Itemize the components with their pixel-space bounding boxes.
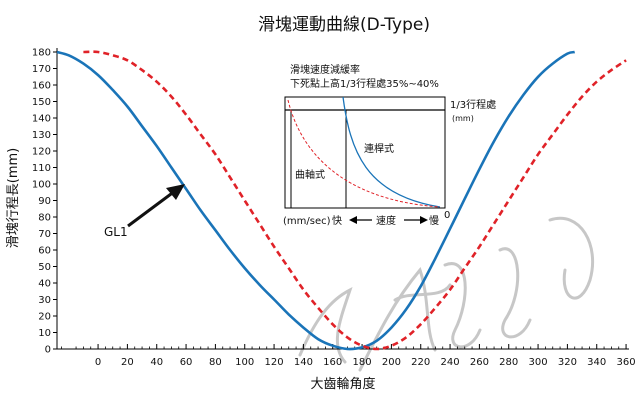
y-axis-ticks: 0 10 20 30 40 50 60 70 80 90 100 110 120 130 140 150 160… (32, 48, 57, 356)
chart-title: 滑塊運動曲線(D-Type) (258, 15, 430, 35)
y-tick-label: 90 (38, 196, 51, 207)
x-axis-ticks: 0 20 40 60 80 100 120 140 160 180 200 220 240 260 280 3… (95, 344, 636, 368)
series-layer (56, 50, 627, 351)
y-tick-label: 0 (45, 345, 51, 356)
x-tick-label: 300 (529, 357, 548, 368)
y-tick-label: 100 (32, 180, 51, 191)
y-tick-label: 60 (38, 246, 51, 257)
y-tick-label: 30 (38, 295, 51, 306)
inset-slow-label: 慢 (429, 215, 439, 227)
x-tick-label: 140 (294, 357, 313, 368)
y-tick-label: 130 (32, 130, 51, 141)
inset-link-label: 連桿式 (364, 142, 394, 155)
inset-title-2: 下死點上高1/3行程處35%~40% (290, 77, 439, 90)
x-tick-label: 240 (441, 357, 460, 368)
x-tick-label: 180 (353, 357, 372, 368)
inset-diagram: 滑塊速度減緩率 下死點上高1/3行程處35%~40% 1/3行程處 (mm) 連… (283, 63, 496, 227)
y-tick-label: 80 (38, 213, 51, 224)
inset-right-arrowhead (420, 216, 428, 224)
y-tick-label: 140 (32, 114, 51, 125)
x-tick-label: 320 (558, 357, 577, 368)
y-tick-label: 180 (32, 48, 51, 59)
y-tick-label: 160 (32, 81, 51, 92)
inset-link-curve (342, 96, 441, 208)
x-tick-label: 280 (499, 357, 518, 368)
y-tick-label: 120 (32, 147, 51, 158)
x-tick-label: 100 (235, 357, 254, 368)
inset-fast-label: 快 (332, 215, 342, 227)
inset-title-1: 滑塊速度減緩率 (290, 63, 360, 76)
handwriting-watermark (298, 216, 595, 372)
y-axis-label: 滑塊行程長(mm) (5, 148, 21, 248)
x-tick-label: 200 (382, 357, 401, 368)
inset-crank-curve (287, 99, 441, 208)
x-tick-label: 360 (617, 357, 636, 368)
x-tick-label: 260 (470, 357, 489, 368)
y-tick-label: 170 (32, 64, 51, 75)
x-tick-label: 80 (209, 357, 222, 368)
y-tick-label: 20 (38, 312, 51, 323)
inset-unit-label: (mm/sec) (283, 216, 331, 227)
y-tick-label: 40 (38, 279, 51, 290)
x-tick-label: 20 (121, 357, 134, 368)
inset-zero-label: 0 (444, 210, 450, 221)
y-tick-label: 10 (38, 328, 51, 339)
gl1-arrow (127, 184, 185, 228)
x-tick-label: 340 (587, 357, 606, 368)
inset-speed-label: 速度 (376, 214, 396, 227)
x-tick-label: 0 (95, 357, 101, 368)
x-tick-label: 60 (180, 357, 193, 368)
x-tick-label: 160 (323, 357, 342, 368)
x-tick-label: 40 (150, 357, 163, 368)
inset-crank-label: 曲軸式 (295, 168, 325, 181)
y-tick-label: 110 (32, 163, 51, 174)
inset-frame (284, 96, 446, 209)
y-tick-label: 150 (32, 97, 51, 108)
inset-right-label-1: 1/3行程處 (450, 98, 496, 111)
series-line-solid (56, 50, 576, 351)
y-tick-label: 50 (38, 262, 51, 273)
x-tick-label: 220 (411, 357, 430, 368)
x-axis-label: 大齒輪角度 (310, 376, 375, 392)
inset-left-arrowhead (349, 216, 357, 224)
series-line-dashed (83, 50, 627, 351)
gl1-label: GL1 (104, 225, 128, 239)
x-tick-label: 120 (265, 357, 284, 368)
y-tick-label: 70 (38, 229, 51, 240)
inset-right-label-2: (mm) (452, 114, 474, 123)
